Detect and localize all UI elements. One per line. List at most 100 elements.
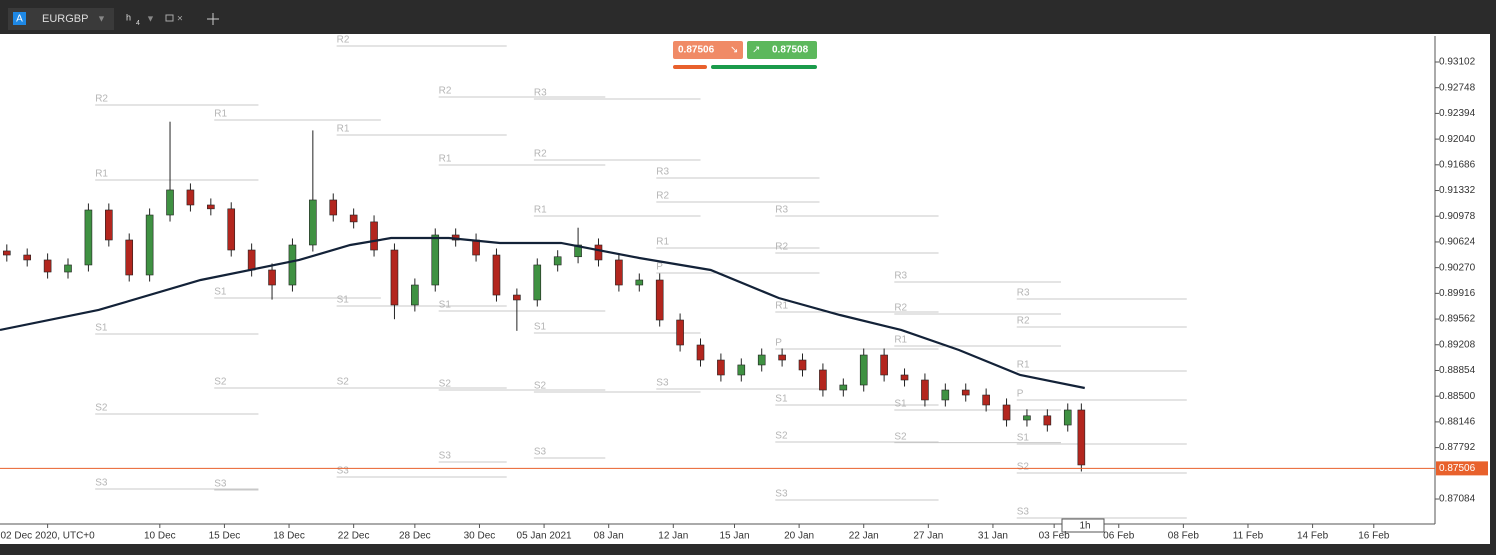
buy-price[interactable]: 0.87508	[772, 45, 809, 56]
pivot-label: R1	[656, 237, 669, 248]
timeframe-sub: 4	[136, 20, 140, 27]
current-price-label: 0.87506	[1439, 463, 1476, 474]
x-tick-label: 06 Feb	[1103, 531, 1135, 542]
y-tick-label: 0.92040	[1439, 134, 1476, 145]
candle-body	[574, 244, 582, 258]
candle-body	[696, 344, 705, 361]
interval-label[interactable]: 1h	[1079, 521, 1090, 532]
pivot-label: S2	[214, 377, 227, 388]
candle-body	[757, 354, 766, 366]
x-tick-label: 18 Dec	[273, 531, 305, 542]
candle-body	[247, 249, 256, 271]
y-tick-label: 0.92394	[1439, 108, 1476, 119]
pivot-label: R3	[534, 88, 547, 99]
pivot-label: S1	[1017, 433, 1030, 444]
candle-body	[655, 279, 664, 321]
x-tick-label: 27 Jan	[913, 531, 943, 542]
pivot-label: S2	[534, 381, 547, 392]
x-tick-label: 22 Jan	[849, 531, 879, 542]
x-tick-label: 05 Jan 2021	[517, 531, 572, 542]
candle-body	[961, 389, 970, 396]
x-tick-label: 02 Dec 2020, UTC+0	[0, 531, 95, 542]
candle-body	[676, 319, 684, 346]
chart-area	[0, 34, 1490, 544]
symbol-tab[interactable]	[8, 8, 114, 30]
pivot-label: R1	[337, 124, 350, 135]
x-tick-label: 14 Feb	[1297, 531, 1329, 542]
y-tick-label: 0.90624	[1439, 237, 1476, 248]
pivot-label: S2	[894, 431, 907, 442]
y-tick-label: 0.91686	[1439, 159, 1476, 170]
dropdown-arrow[interactable]: ▼	[97, 13, 106, 23]
candle-body	[145, 214, 154, 276]
pivot-label: R2	[656, 191, 669, 202]
close-tab[interactable]: ×	[177, 14, 183, 25]
buy-button[interactable]	[747, 41, 817, 59]
pivot-label: S3	[214, 479, 227, 490]
buy-bar	[711, 65, 817, 69]
y-tick-label: 0.88854	[1439, 365, 1476, 376]
x-tick-label: 03 Feb	[1039, 531, 1071, 542]
pivot-label: P	[656, 262, 663, 273]
pivot-label: S1	[95, 323, 108, 334]
candle-body	[798, 359, 807, 371]
pivot-label: R2	[775, 242, 788, 253]
candle-body	[635, 279, 644, 286]
pivot-label: S1	[534, 322, 547, 333]
candle-body	[839, 384, 848, 391]
candle-body	[1043, 415, 1052, 426]
pivot-label: S3	[775, 489, 788, 500]
candle-body	[553, 256, 562, 266]
x-tick-label: 08 Jan	[594, 531, 624, 542]
tab-bar	[0, 0, 1496, 30]
pivot-label: S1	[775, 394, 788, 405]
candle-body	[1023, 415, 1031, 421]
candle-body	[349, 214, 358, 223]
timeframe[interactable]: h	[126, 12, 131, 22]
pivot-label: S2	[1017, 462, 1030, 473]
pivot-label: R1	[439, 154, 452, 165]
x-tick-label: 20 Jan	[784, 531, 814, 542]
pivot-label: S3	[1017, 507, 1030, 518]
candle-body	[207, 204, 215, 210]
pivot-label: R1	[214, 109, 227, 120]
popout-icon[interactable]	[165, 14, 174, 22]
pivot-label: R2	[894, 303, 907, 314]
x-tick-label: 11 Feb	[1233, 531, 1264, 542]
dropdown-arrow[interactable]: ▼	[146, 13, 155, 23]
interval-box[interactable]	[1061, 518, 1105, 533]
candle-body	[84, 209, 93, 266]
symbol-name[interactable]: EURGBP	[42, 13, 88, 25]
pivot-label: S1	[894, 399, 907, 410]
sell-button[interactable]	[673, 41, 743, 59]
candle-body	[43, 259, 52, 273]
x-tick-label: 28 Dec	[399, 531, 431, 542]
pivot-label: R2	[534, 149, 547, 160]
pivot-label: R1	[534, 205, 547, 216]
candle-body	[329, 199, 338, 216]
candle-body	[125, 239, 134, 276]
candle-body	[390, 249, 399, 306]
sell-price[interactable]: 0.87506	[678, 45, 715, 56]
pivot-label: P	[1017, 389, 1024, 400]
candle-body	[472, 239, 480, 256]
x-tick-label: 15 Jan	[719, 531, 749, 542]
pivot-label: R1	[775, 301, 788, 312]
candle-body	[105, 209, 113, 241]
pivot-label: S3	[439, 451, 452, 462]
pivot-label: R2	[95, 94, 108, 105]
candle-body	[227, 208, 236, 251]
pivot-label: S2	[337, 377, 350, 388]
candle-body	[431, 234, 440, 286]
sell-arrow: ↘	[730, 45, 738, 56]
pivot-label: R2	[337, 35, 350, 46]
y-tick-label: 0.92748	[1439, 82, 1476, 93]
candle-body	[533, 264, 542, 301]
x-tick-label: 10 Dec	[144, 531, 176, 542]
candle-body	[309, 199, 317, 246]
candle-body	[615, 259, 623, 286]
buy-arrow: ↗	[752, 45, 760, 56]
candle-body	[23, 254, 32, 261]
